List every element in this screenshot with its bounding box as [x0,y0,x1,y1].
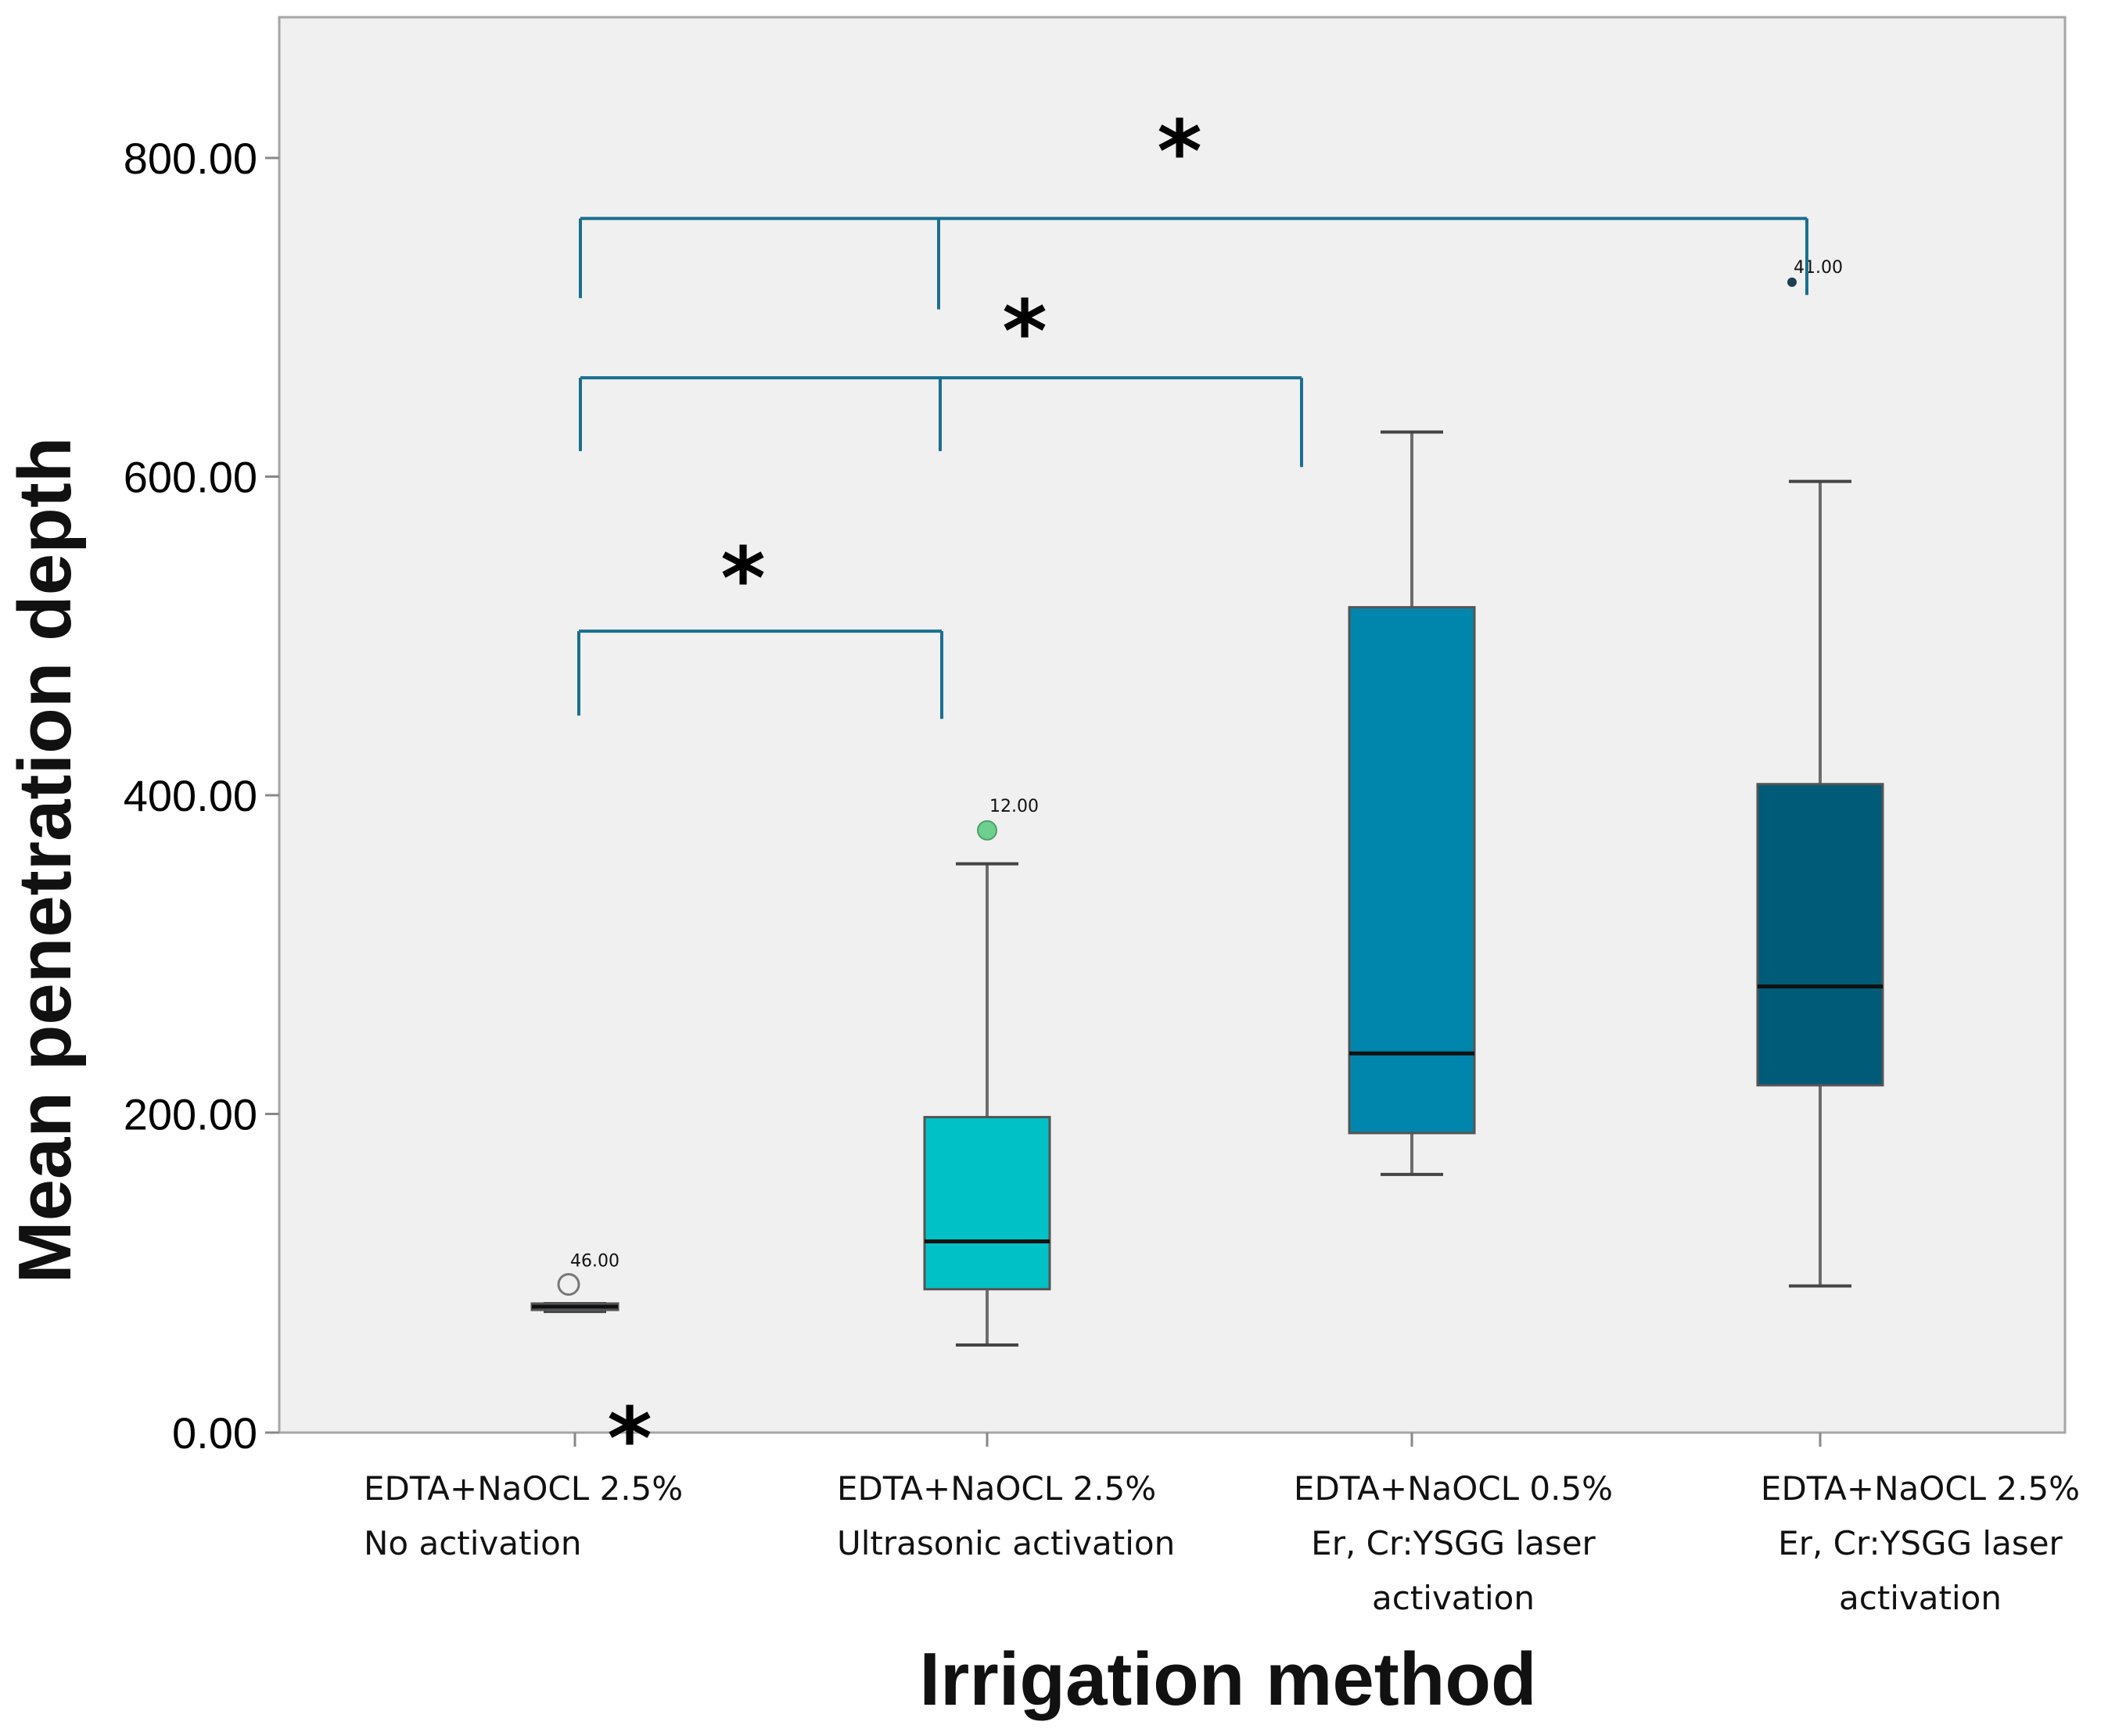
outlier-label: 12.00 [989,797,1039,816]
y-tick-label: 800.00 [124,134,257,183]
y-tick-label: 600.00 [124,453,257,502]
plot-area [278,16,2067,1434]
category-label: No activation [364,1524,581,1562]
significance-star: * [1157,102,1202,202]
outlier-label: 41.00 [1794,258,1843,278]
category-label: EDTA+NaOCL 2.5% [1761,1469,2080,1508]
category-label: EDTA+NaOCL 0.5% [1294,1469,1613,1508]
y-axis-title: Mean penetration depth [3,437,87,1284]
outlier-point [557,1273,580,1297]
box-group: 12.00 [923,797,1051,1347]
box-group [1348,430,1476,1176]
outlier-point [977,820,997,841]
category-label: EDTA+NaOCL 2.5% [364,1469,683,1508]
category-label: Ultrasonic activation [837,1524,1175,1562]
category-label: activation [1372,1579,1535,1617]
significance-star: * [1002,282,1047,382]
outlier-label: 46.00 [570,1252,619,1272]
category-label: activation [1839,1579,2002,1617]
y-tick-label: 400.00 [124,771,257,820]
category-label: Er, Cr:YSGG laser [1311,1524,1596,1562]
box-group: 41.00 [1756,258,1884,1288]
significance-bracket: * [577,529,943,719]
x-axis-title: Irrigation method [919,1637,1536,1721]
significance-bracket: * [579,282,1303,468]
significance-star: * [607,1389,652,1489]
y-tick-label: 200.00 [124,1090,257,1139]
outlier-point [1787,277,1797,287]
box-iqr [923,1116,1051,1291]
boxes-group: 46.00 12.00 41.00 [530,258,1884,1347]
category-label: EDTA+NaOCL 2.5% [837,1469,1156,1508]
category-label: Er, Cr:YSGG laser [1778,1524,2063,1562]
significance-brackets: * * * * [577,102,1808,1489]
significance-bracket: * [579,102,1808,310]
y-tick-label: 0.00 [172,1408,257,1458]
box-group: 46.00 [530,1252,619,1314]
box-iqr [1348,606,1476,1135]
box-iqr [1756,783,1884,1087]
significance-star: * [720,529,766,629]
x-axis: EDTA+NaOCL 2.5% No activation EDTA+NaOCL 2… [364,1433,2080,1617]
y-axis: 0.00 200.00 400.00 600.00 800.00 [124,134,279,1458]
